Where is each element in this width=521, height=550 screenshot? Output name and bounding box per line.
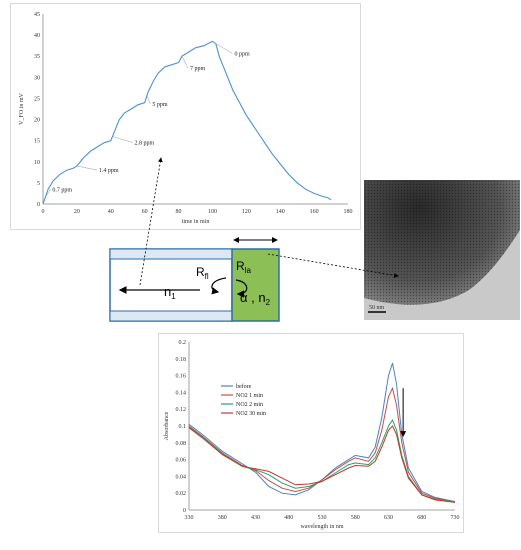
n1-label: n1 — [164, 284, 176, 301]
absorbance-series-line — [188, 362, 456, 503]
y-tick-label: 15 — [34, 139, 40, 145]
absorbance-series-line — [188, 419, 456, 503]
y-tick-label: 0.18 — [176, 357, 187, 363]
x-tick-label: 730 — [451, 515, 460, 521]
y-tick-label: 0.12 — [176, 407, 187, 413]
link-arrow-to-tem — [267, 253, 399, 278]
y-axis-label: V_FO in mV — [19, 92, 25, 124]
absorbance-chart-panel: 0 0.02 0.04 0.06 0.08 0.1 0.12 0.14 0.16 0.18 0.2 3… — [158, 333, 464, 533]
fiber-cladding-bottom — [109, 310, 233, 322]
x-tick-label: 120 — [242, 209, 251, 215]
x-tick-label: 580 — [351, 515, 360, 521]
y-tick-label: 25 — [34, 96, 40, 102]
x-tick-label: 180 — [344, 209, 353, 215]
tem-micrograph: 50 nm — [364, 180, 520, 320]
concentration-annotation: 1.4 ppm — [99, 168, 119, 174]
concentration-annotation: 0 ppm — [234, 51, 250, 57]
x-tick-label: 40 — [108, 209, 114, 215]
y-tick-label: 45 — [34, 12, 40, 18]
y-tick-label: 35 — [34, 54, 40, 60]
concentration-annotation: 2.8 ppm — [134, 140, 154, 146]
legend-entry: NO2 1 min — [236, 393, 263, 399]
y-tick-label: 0.2 — [179, 340, 187, 346]
concentration-annotation: 5 ppm — [152, 102, 168, 108]
x-tick-label: 60 — [142, 209, 148, 215]
concentration-annotation: 7 ppm — [190, 66, 206, 72]
legend-entry: NO2 2 min — [236, 402, 263, 408]
x-tick-label: 630 — [384, 515, 393, 521]
y-tick-label: 0.14 — [176, 390, 187, 396]
tem-image: 50 nm — [364, 180, 520, 320]
y-tick-label: 30 — [34, 75, 40, 81]
x-tick-label: 80 — [176, 209, 182, 215]
coating-layer — [231, 248, 280, 322]
r-fl-label: Rfl — [196, 265, 209, 281]
y-tick-label: 0.08 — [176, 441, 187, 447]
y-tick-label: 0 — [183, 508, 186, 514]
x-tick-label: 680 — [417, 515, 426, 521]
x-tick-label: 380 — [218, 515, 227, 521]
scale-label: 50 nm — [369, 305, 385, 311]
annotation-leader — [46, 189, 51, 196]
y-axis-label: Absorbance — [164, 411, 170, 440]
x-tick-label: 100 — [208, 209, 217, 215]
r-fl-arc — [211, 277, 227, 295]
y-tick-label: 0.02 — [176, 491, 187, 497]
y-tick-label: 0.04 — [176, 474, 187, 480]
x-tick-label: 430 — [251, 515, 260, 521]
y-tick-label: 20 — [34, 118, 40, 124]
y-tick-label: 0.06 — [176, 458, 187, 464]
absorbance-series-line — [188, 386, 456, 503]
coating-reflection-arc — [235, 279, 248, 298]
annotation-leader — [146, 94, 151, 105]
annotation-leader — [212, 41, 233, 54]
sensor-chart: 0 5 10 15 20 25 30 35 40 45 0 20 40 60 80 100 120 140 160 1… — [19, 12, 353, 225]
sensor-chart-panel: 0 5 10 15 20 25 30 35 40 45 0 20 40 60 80 100 120 140 160 1… — [10, 3, 361, 230]
fiber-cladding-top — [109, 248, 233, 260]
x-axis-label: time in min — [182, 219, 210, 225]
legend-entry: NO2 30 min — [236, 411, 266, 417]
y-tick-label: 5 — [37, 181, 40, 187]
x-tick-label: 20 — [74, 209, 80, 215]
y-tick-label: 0.16 — [176, 374, 187, 380]
absorbance-series-line — [188, 425, 456, 503]
x-axis-label: wavelength in nm — [301, 524, 344, 530]
x-tick-label: 160 — [310, 209, 319, 215]
x-tick-label: 140 — [276, 209, 285, 215]
y-tick-label: 0 — [37, 202, 40, 208]
r-la-label: Rla — [236, 259, 251, 275]
alpha-n2-label: α , n2 — [240, 290, 271, 307]
y-tick-label: 10 — [34, 160, 40, 166]
x-tick-label: 480 — [284, 515, 293, 521]
y-tick-label: 40 — [34, 33, 40, 39]
absorbance-chart: 0 0.02 0.04 0.06 0.08 0.1 0.12 0.14 0.16 0.18 0.2 3… — [164, 340, 460, 530]
concentration-annotation: 0.7 ppm — [52, 188, 72, 194]
annotation-leader — [181, 56, 189, 69]
x-tick-label: 0 — [42, 209, 45, 215]
link-arrow-to-sensor-chart — [139, 157, 163, 286]
annotation-leader — [76, 165, 97, 171]
x-tick-label: 530 — [318, 515, 327, 521]
legend-entry: before — [236, 383, 252, 390]
sensor-series-line — [42, 40, 332, 205]
y-tick-label: 0.1 — [179, 424, 187, 430]
annotation-leader — [112, 136, 133, 143]
x-tick-label: 330 — [185, 515, 194, 521]
